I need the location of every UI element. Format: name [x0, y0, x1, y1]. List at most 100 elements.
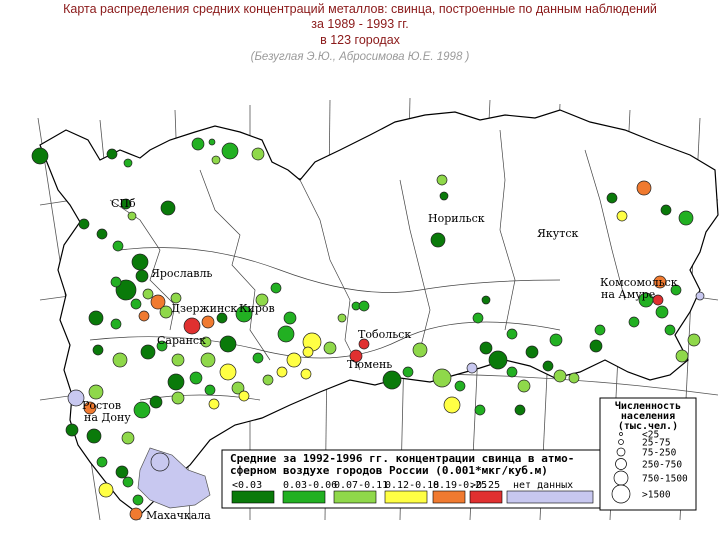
- city-marker: [200, 336, 212, 348]
- city-marker: [200, 352, 216, 368]
- population-class-circle: [613, 470, 629, 486]
- legend-class-label: >0.25: [470, 480, 500, 491]
- city-marker: [443, 396, 461, 414]
- label-kirov: Киров: [239, 302, 275, 315]
- city-marker: [655, 305, 669, 319]
- city-marker: [159, 305, 173, 319]
- city-marker: [78, 218, 90, 230]
- population-class-label: >1500: [642, 490, 671, 501]
- city-marker: [170, 292, 182, 304]
- city-marker: [219, 363, 237, 381]
- city-marker: [135, 269, 149, 283]
- legend-class-label: <0.03: [232, 480, 262, 491]
- city-marker: [636, 180, 652, 196]
- city-marker: [436, 174, 448, 186]
- population-class-circle: [616, 447, 626, 457]
- label-norilsk: Норильск: [428, 212, 485, 225]
- city-marker: [110, 276, 122, 288]
- city-marker: [31, 147, 49, 165]
- city-marker: [412, 342, 428, 358]
- city-marker: [132, 494, 144, 506]
- city-marker: [664, 324, 676, 336]
- city-marker: [302, 346, 314, 358]
- city-marker: [616, 210, 628, 222]
- population-class-label: 75-250: [642, 448, 677, 459]
- city-marker: [191, 137, 205, 151]
- population-class-circle: [618, 439, 624, 445]
- city-marker: [83, 401, 97, 415]
- city-marker: [208, 398, 220, 410]
- city-marker: [150, 452, 170, 472]
- label-yaroslavl: Ярославль: [151, 267, 212, 280]
- city-marker: [221, 142, 239, 160]
- city-marker: [337, 313, 347, 323]
- city-marker: [472, 312, 484, 324]
- city-marker: [98, 482, 114, 498]
- city-marker: [142, 288, 154, 300]
- city-marker: [171, 353, 185, 367]
- city-marker: [160, 200, 176, 216]
- city-marker: [129, 507, 143, 521]
- city-marker: [231, 381, 245, 395]
- city-marker: [542, 360, 554, 372]
- city-marker: [238, 390, 250, 402]
- concentration-legend: Средние за 1992-1996 гг. концентрации св…: [221, 449, 601, 509]
- city-marker: [127, 211, 137, 221]
- city-marker: [270, 282, 282, 294]
- population-class-label: 25-75: [642, 438, 671, 449]
- city-marker: [123, 158, 133, 168]
- city-marker: [96, 456, 108, 468]
- city-marker: [638, 292, 654, 308]
- city-markers: [31, 137, 705, 521]
- legend-class-swatch: [282, 490, 326, 504]
- map-title-line1: Карта распределения средних концентраций…: [63, 2, 657, 16]
- legend-class-label: 0.07-0.11: [334, 480, 388, 491]
- label-komsomolsk-1: Комсомольск: [600, 276, 678, 289]
- city-marker: [150, 294, 166, 310]
- city-marker: [88, 310, 104, 326]
- label-yakutsk: Якутск: [537, 227, 578, 240]
- city-marker: [120, 198, 132, 210]
- city-marker: [138, 310, 150, 322]
- legend-class-swatch: [384, 490, 428, 504]
- legend-title-line2: сферном воздухе городов России (0.001*мк…: [230, 464, 548, 477]
- city-marker: [167, 373, 185, 391]
- population-legend-title1: Численность: [615, 400, 681, 412]
- city-marker: [252, 352, 264, 364]
- city-marker: [506, 328, 518, 340]
- city-marker: [140, 344, 156, 360]
- caspian-sea: [137, 447, 211, 509]
- city-marker: [65, 423, 79, 437]
- city-marker: [525, 345, 539, 359]
- city-marker: [506, 366, 518, 378]
- label-komsomolsk-2: на Амуре: [601, 288, 655, 301]
- legend-classes: <0.03 0.03-0.060.07-0.110.12-0.180.19-0.2…: [231, 480, 594, 504]
- map-source-citation: (Безуглая Э.Ю., Абросимова Ю.Е. 1998 ): [250, 51, 470, 63]
- city-marker: [201, 315, 215, 329]
- city-marker: [255, 293, 269, 307]
- population-class-circle: [615, 458, 627, 470]
- city-marker: [628, 316, 640, 328]
- city-marker: [358, 300, 370, 312]
- city-marker: [130, 298, 142, 310]
- city-marker: [112, 240, 124, 252]
- city-marker: [251, 147, 265, 161]
- legend-class-swatch: [469, 490, 503, 504]
- legend-class-swatch: [506, 490, 594, 504]
- city-marker: [474, 404, 486, 416]
- city-marker: [382, 370, 402, 390]
- city-marker: [568, 372, 580, 384]
- legend-class-label: 0.19-0.25: [433, 480, 487, 491]
- city-marker: [439, 191, 449, 201]
- city-marker: [358, 338, 370, 350]
- city-marker: [211, 155, 221, 165]
- city-marker: [86, 428, 102, 444]
- label-tobolsk: Тобольск: [358, 328, 411, 341]
- city-marker: [670, 284, 682, 296]
- city-marker: [549, 333, 563, 347]
- city-marker: [277, 325, 295, 343]
- city-marker: [122, 476, 134, 488]
- city-marker: [112, 352, 128, 368]
- city-marker: [262, 374, 274, 386]
- city-marker: [589, 339, 603, 353]
